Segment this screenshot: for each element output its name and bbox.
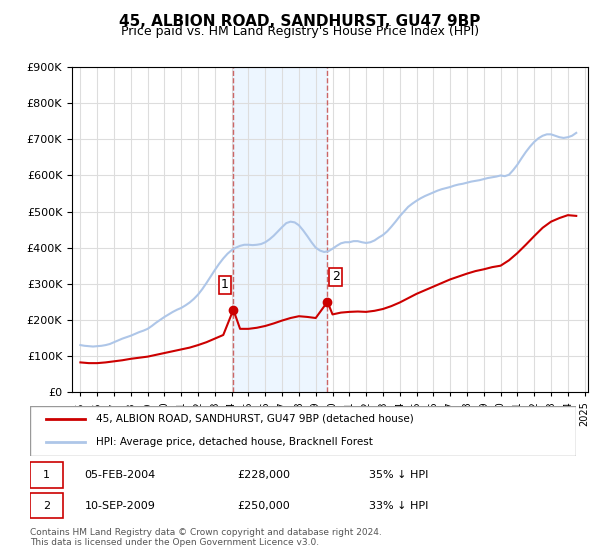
FancyBboxPatch shape — [30, 493, 63, 519]
Text: 2: 2 — [332, 270, 340, 283]
Bar — [233, 67, 328, 392]
Text: 05-FEB-2004: 05-FEB-2004 — [85, 470, 156, 480]
Text: 1: 1 — [221, 278, 229, 291]
Text: Contains HM Land Registry data © Crown copyright and database right 2024.: Contains HM Land Registry data © Crown c… — [30, 528, 382, 536]
Text: £228,000: £228,000 — [238, 470, 290, 480]
Text: 45, ALBION ROAD, SANDHURST, GU47 9BP: 45, ALBION ROAD, SANDHURST, GU47 9BP — [119, 14, 481, 29]
Text: HPI: Average price, detached house, Bracknell Forest: HPI: Average price, detached house, Brac… — [95, 437, 373, 447]
Text: 2: 2 — [43, 501, 50, 511]
Text: 45, ALBION ROAD, SANDHURST, GU47 9BP (detached house): 45, ALBION ROAD, SANDHURST, GU47 9BP (de… — [95, 414, 413, 423]
Text: £250,000: £250,000 — [238, 501, 290, 511]
Text: Price paid vs. HM Land Registry's House Price Index (HPI): Price paid vs. HM Land Registry's House … — [121, 25, 479, 38]
FancyBboxPatch shape — [30, 463, 63, 488]
Text: 1: 1 — [43, 470, 50, 480]
Text: 10-SEP-2009: 10-SEP-2009 — [85, 501, 155, 511]
Text: 35% ↓ HPI: 35% ↓ HPI — [368, 470, 428, 480]
Text: This data is licensed under the Open Government Licence v3.0.: This data is licensed under the Open Gov… — [30, 538, 319, 547]
FancyBboxPatch shape — [30, 406, 576, 456]
Text: 33% ↓ HPI: 33% ↓ HPI — [368, 501, 428, 511]
